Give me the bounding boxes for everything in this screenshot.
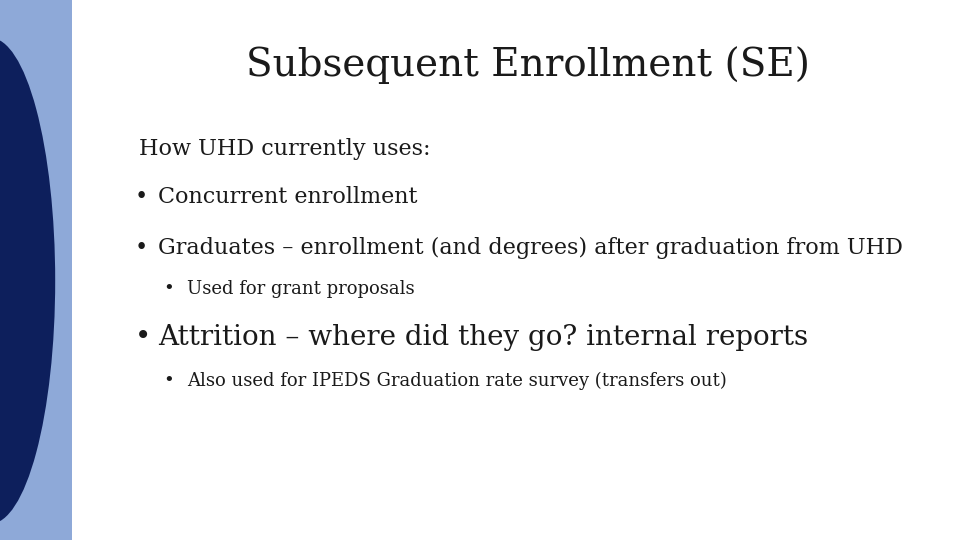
Text: Concurrent enrollment: Concurrent enrollment — [158, 186, 418, 208]
Text: Also used for IPEDS Graduation rate survey (transfers out): Also used for IPEDS Graduation rate surv… — [187, 372, 727, 390]
Text: •: • — [134, 238, 148, 259]
Text: How UHD currently uses:: How UHD currently uses: — [139, 138, 431, 159]
Text: Attrition – where did they go? internal reports: Attrition – where did they go? internal … — [158, 324, 808, 351]
Text: Used for grant proposals: Used for grant proposals — [187, 280, 415, 298]
Text: Graduates – enrollment (and degrees) after graduation from UHD: Graduates – enrollment (and degrees) aft… — [158, 238, 903, 259]
Bar — [0, 0, 72, 540]
Text: •: • — [134, 324, 151, 351]
Text: •: • — [163, 372, 174, 390]
Ellipse shape — [0, 38, 56, 524]
Text: •: • — [134, 186, 148, 208]
Text: •: • — [163, 280, 174, 298]
Text: Subsequent Enrollment (SE): Subsequent Enrollment (SE) — [246, 46, 810, 84]
